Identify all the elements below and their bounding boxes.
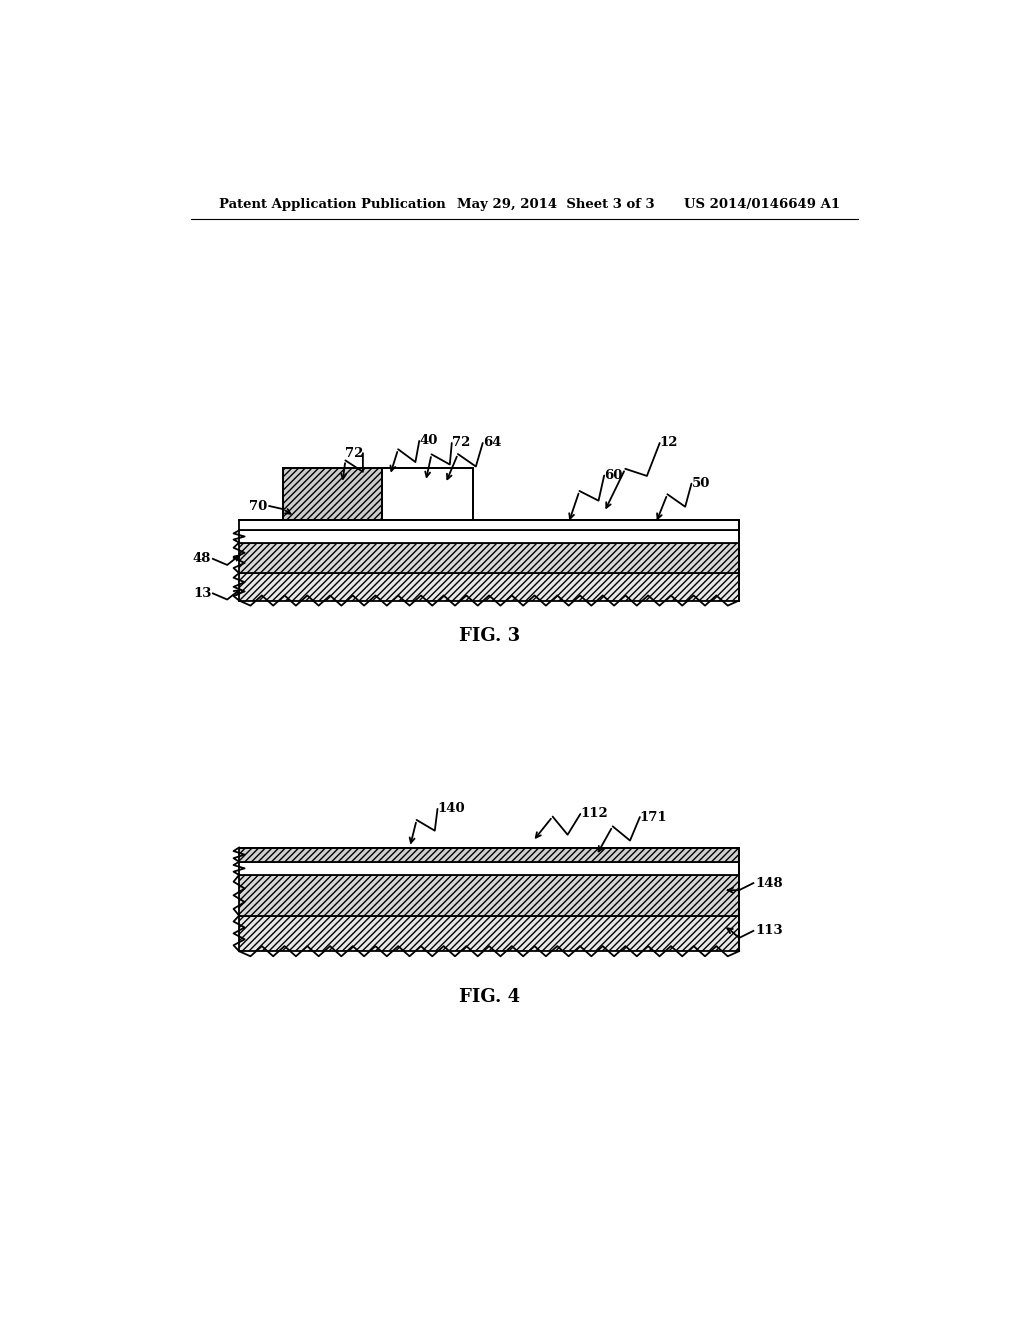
Text: 40: 40	[419, 434, 437, 447]
Text: 113: 113	[755, 924, 782, 937]
Polygon shape	[240, 520, 739, 531]
Text: 72: 72	[452, 437, 470, 450]
Polygon shape	[382, 469, 473, 520]
Text: FIG. 4: FIG. 4	[459, 987, 519, 1006]
Text: 148: 148	[755, 876, 782, 890]
Text: 171: 171	[640, 810, 668, 824]
Polygon shape	[240, 847, 739, 862]
Polygon shape	[240, 875, 739, 916]
Text: 72: 72	[344, 446, 362, 459]
Text: US 2014/0146649 A1: US 2014/0146649 A1	[684, 198, 840, 211]
Text: 112: 112	[581, 808, 608, 821]
Text: May 29, 2014  Sheet 3 of 3: May 29, 2014 Sheet 3 of 3	[458, 198, 655, 211]
Text: 60: 60	[604, 469, 623, 482]
Text: 48: 48	[193, 552, 211, 565]
Polygon shape	[240, 543, 739, 573]
Polygon shape	[283, 469, 382, 520]
Polygon shape	[240, 862, 739, 875]
Text: 12: 12	[659, 437, 678, 450]
Polygon shape	[240, 916, 739, 952]
Text: 50: 50	[691, 477, 710, 490]
Polygon shape	[240, 531, 739, 543]
Text: 13: 13	[193, 587, 211, 599]
Polygon shape	[240, 573, 739, 601]
Text: 140: 140	[437, 803, 465, 816]
Text: 64: 64	[482, 437, 501, 450]
Text: Patent Application Publication: Patent Application Publication	[219, 198, 446, 211]
Text: FIG. 3: FIG. 3	[459, 627, 519, 645]
Text: 70: 70	[249, 499, 267, 512]
